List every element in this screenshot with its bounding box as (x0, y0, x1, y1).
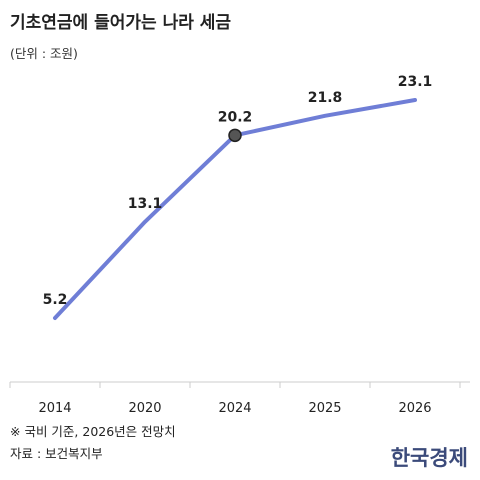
data-label-2024: 20.2 (218, 109, 253, 125)
data-label-2014: 5.2 (43, 292, 68, 308)
brand-logo: 한국경제 (390, 445, 468, 470)
data-label-group: 5.2 13.1 20.2 21.8 23.1 (43, 74, 433, 308)
x-tick-label-group: 2014 2020 2024 2025 2026 (38, 401, 431, 416)
data-label-2020: 13.1 (128, 196, 163, 212)
chart-title: 기초연금에 들어가는 나라 세금 (10, 13, 232, 33)
x-tick-label-2014: 2014 (38, 401, 71, 416)
x-tick-label-2024: 2024 (218, 401, 251, 416)
highlight-marker (228, 128, 242, 143)
x-tick-label-2020: 2020 (128, 401, 161, 416)
x-tick-label-2026: 2026 (398, 401, 431, 416)
source-note: 자료 : 보건복지부 (10, 446, 103, 461)
data-label-2025: 21.8 (308, 90, 343, 106)
data-label-2026: 23.1 (398, 74, 433, 90)
x-axis (9, 381, 470, 388)
unit-label: (단위 : 조원) (10, 46, 78, 61)
marker-group (228, 128, 242, 143)
x-tick-label-2025: 2025 (308, 401, 341, 416)
footnote: ※ 국비 기준, 2026년은 전망치 (10, 424, 176, 439)
